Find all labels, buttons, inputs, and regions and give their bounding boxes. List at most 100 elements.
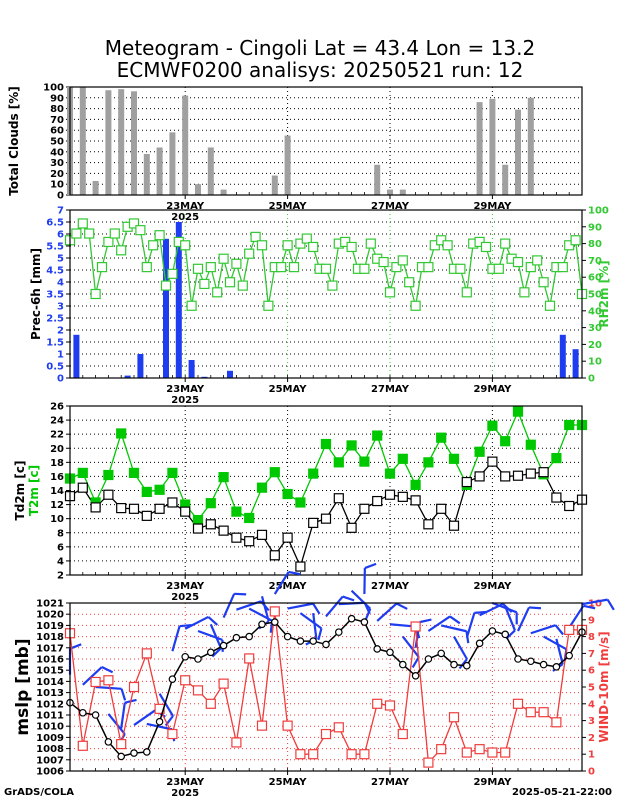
wind-point	[180, 675, 191, 686]
mslp-point	[360, 618, 369, 626]
x-tick-label: 23MAY	[166, 777, 205, 788]
td2m-point	[410, 495, 421, 506]
wind-barb	[171, 625, 181, 652]
td2m-point	[346, 522, 357, 533]
wind-barb	[517, 606, 530, 632]
wind-barb-tick	[288, 570, 301, 576]
mslp-point	[194, 655, 202, 663]
y-tick-label: 90	[50, 93, 64, 104]
rh-point	[244, 248, 255, 259]
precip-bar	[175, 222, 182, 378]
td2m-point	[103, 489, 114, 500]
wind-barb	[184, 615, 209, 630]
panel-frame	[69, 405, 583, 576]
y-axis-label: Td2m [c]	[13, 461, 27, 521]
cloud-bar	[169, 132, 176, 195]
wind-point	[116, 739, 127, 750]
wind-point	[410, 621, 421, 632]
wind-barb-tick	[528, 606, 542, 610]
y-tick-label: 3.5	[46, 290, 64, 301]
mslp-point	[207, 648, 215, 657]
td2m-point	[77, 482, 88, 493]
td2m-point	[512, 470, 524, 481]
td2m-point	[359, 503, 370, 514]
td2m-point	[256, 529, 268, 540]
y-tick-label: 5	[57, 254, 64, 265]
cloud-bar	[79, 87, 86, 195]
y-tick-label: 1009	[36, 733, 64, 744]
mslp-point	[437, 649, 446, 658]
rh-point	[365, 238, 376, 249]
cloud-bar	[105, 90, 112, 195]
x-tick-label: 29MAY	[473, 581, 512, 592]
rh-point	[128, 218, 140, 229]
wind-barb-tick	[606, 599, 615, 611]
cloud-bar	[118, 89, 125, 195]
wind-barb	[504, 605, 516, 631]
td2m-point	[423, 519, 434, 530]
y-tick-label: 1.5	[46, 338, 64, 349]
td2m-point	[564, 500, 575, 512]
wind-barb-tick	[317, 628, 323, 641]
t2m-point	[269, 467, 280, 478]
mslp-point	[232, 633, 241, 642]
y-tick-label: 1010	[36, 722, 64, 733]
y2-tick-label: 3	[588, 716, 595, 727]
y-tick-label: 1021	[36, 599, 64, 610]
td2m-point	[154, 503, 165, 514]
y-tick-label: 20	[50, 169, 64, 180]
t2m-point	[308, 468, 319, 479]
y-tick-label: 1006	[36, 767, 64, 778]
wind-point	[244, 653, 255, 664]
t2m-point	[205, 498, 216, 509]
wind-barb	[120, 702, 126, 729]
x-tick-label: 23MAY	[166, 201, 205, 212]
x-tick-label: 27MAY	[371, 201, 410, 212]
rh-point	[384, 287, 396, 298]
precip-bar	[188, 360, 195, 378]
wind-barb	[95, 685, 122, 690]
y-tick-label: 0.5	[46, 362, 64, 373]
x-tick-label: 29MAY	[473, 201, 512, 212]
y-tick-label: 18	[50, 458, 64, 469]
y2-axis-label: WIND-10m [m/s]	[597, 631, 611, 742]
rh-point	[308, 241, 319, 253]
rh-point	[493, 263, 504, 274]
td2m-point	[461, 476, 472, 488]
wind-barb-tick	[505, 629, 516, 640]
mslp-point	[462, 661, 471, 670]
y-tick-label: 30	[50, 158, 64, 169]
wind-point	[320, 728, 332, 740]
rh-point	[570, 235, 581, 246]
cloud-bar	[374, 164, 381, 195]
mslp-point	[373, 645, 382, 653]
x-tick-label: 27MAY	[371, 384, 410, 395]
wind-point	[128, 681, 140, 693]
wind-barb	[273, 571, 290, 595]
y-tick-label: 80	[50, 104, 64, 115]
wind-barb	[158, 693, 174, 717]
rh-point	[327, 280, 338, 291]
wind-barb-tick	[364, 562, 377, 570]
t2m-point	[512, 406, 524, 417]
mslp-point	[514, 655, 522, 663]
y-tick-label: 24	[50, 416, 64, 427]
wind-point	[525, 707, 536, 718]
rh-point	[180, 240, 191, 251]
wind-barb-tick	[449, 615, 461, 625]
wind-point	[218, 678, 229, 689]
td2m-point	[551, 492, 562, 503]
wind-point	[564, 624, 575, 635]
wind-point	[77, 740, 88, 751]
y-tick-label: 100	[43, 83, 64, 94]
td2m-point	[320, 513, 332, 524]
wind-barb	[376, 602, 398, 622]
mslp-point	[488, 627, 497, 635]
x-tick-sublabel: 2025	[171, 592, 199, 603]
wind-barb-tick	[207, 616, 219, 626]
precip-bar	[137, 354, 144, 378]
y-tick-label: 70	[50, 115, 64, 126]
t2m-point	[564, 419, 575, 431]
wind-barb	[325, 595, 344, 618]
y-tick-label: 8	[57, 528, 64, 539]
